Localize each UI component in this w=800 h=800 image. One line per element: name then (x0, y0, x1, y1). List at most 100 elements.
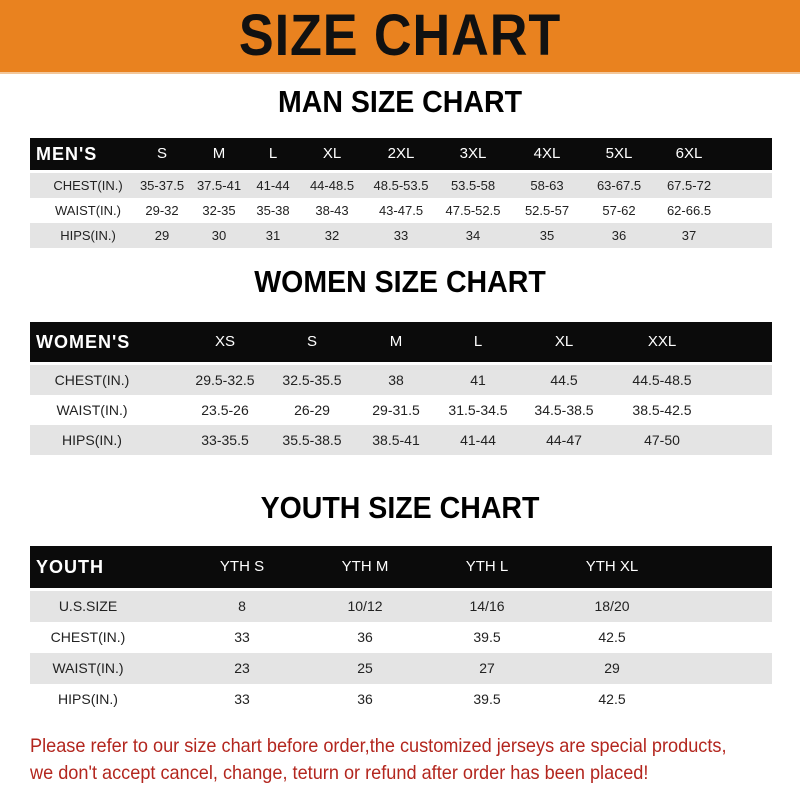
cell-value: 34 (465, 228, 481, 243)
row-label: CHEST(IN.) (54, 372, 130, 388)
table-row: WAIST(IN.) 29-32 32-35 35-38 38-43 43-47.5 47.… (30, 198, 772, 223)
cell-value: 42.5 (598, 629, 626, 645)
cell-value: 44-48.5 (309, 178, 355, 193)
cell-value: 34.5-38.5 (534, 402, 594, 418)
cell-value: 35-38 (256, 203, 290, 218)
cell-value: 8 (238, 598, 246, 614)
order-notice: Please refer to our size chart before or… (30, 733, 737, 787)
cell-value: 38.5-42.5 (632, 402, 692, 418)
cell-value: 37.5-41 (196, 178, 242, 193)
cell-value: 2XL (387, 145, 415, 162)
cell-value: L (268, 145, 278, 162)
notice-line-2: we don't accept cancel, change, teturn o… (30, 762, 649, 784)
cell-value: 47.5-52.5 (445, 203, 501, 218)
table-row: WAIST(IN.) 23.5-26 26-29 29-31.5 31.5-34.5 34… (30, 395, 772, 425)
row-label: MEN'S (36, 144, 98, 164)
cell-value: S (156, 145, 168, 162)
table-row: HIPS(IN.) 33-35.5 35.5-38.5 38.5-41 41-44 44-… (30, 425, 772, 455)
cell-value: 38.5-41 (372, 432, 420, 448)
cell-value: 44.5-48.5 (632, 372, 692, 388)
cell-value: 36 (357, 629, 373, 645)
cell-value: 38-43 (315, 203, 349, 218)
cell-value: 32.5-35.5 (282, 372, 342, 388)
table-row: CHEST(IN.) 33 36 39.5 42.5 (30, 622, 772, 653)
cell-value: 52.5-57 (524, 203, 570, 218)
table-row: HIPS(IN.) 29 30 31 32 33 34 35 36 37 (30, 223, 772, 248)
cell-value: 41 (470, 372, 486, 388)
row-label: HIPS(IN.) (60, 228, 116, 243)
cell-value: S (306, 333, 318, 350)
cell-value: 33 (234, 629, 250, 645)
row-label: WAIST(IN.) (56, 402, 128, 418)
cell-value: 35-37.5 (139, 178, 185, 193)
cell-value: 62-66.5 (666, 203, 712, 218)
cell-value: 10/12 (347, 598, 383, 614)
cell-value: 29.5-32.5 (195, 372, 255, 388)
cell-value: 67.5-72 (666, 178, 712, 193)
row-label: CHEST(IN.) (53, 178, 123, 193)
cell-value: 38 (388, 372, 404, 388)
section-title: MAN SIZE CHART (277, 84, 523, 119)
cell-value: XS (214, 333, 236, 350)
cell-value: 53.5-58 (450, 178, 496, 193)
cell-value: 27 (479, 660, 495, 676)
cell-value: 58-63 (530, 178, 564, 193)
cell-value: 33 (393, 228, 409, 243)
row-label: HIPS(IN.) (58, 691, 118, 707)
cell-value: XL (322, 145, 342, 162)
row-label: YOUTH (36, 557, 104, 577)
row-label: WAIST(IN.) (52, 660, 124, 676)
section-title: YOUTH SIZE CHART (260, 490, 540, 525)
section-title: WOMEN SIZE CHART (254, 264, 546, 299)
notice-line-1: Please refer to our size chart before or… (30, 735, 727, 757)
cell-value: 30 (211, 228, 227, 243)
cell-value: XL (554, 333, 574, 350)
row-label: CHEST(IN.) (50, 629, 126, 645)
header-row: WOMEN'S XS S M L XL XXL (30, 322, 772, 362)
cell-value: 44.5 (550, 372, 578, 388)
cell-value: YTH L (465, 558, 509, 575)
table-row: CHEST(IN.) 29.5-32.5 32.5-35.5 38 41 44.5 44.5… (30, 365, 772, 395)
header-row: YOUTH YTH S YTH M YTH L YTH XL (30, 546, 772, 588)
row-label: WOMEN'S (36, 332, 131, 352)
cell-value: 23.5-26 (201, 402, 249, 418)
cell-value: 4XL (533, 145, 561, 162)
cell-value: 33-35.5 (201, 432, 249, 448)
cell-value: 43-47.5 (378, 203, 424, 218)
cell-value: L (473, 333, 483, 350)
cell-value: 41-44 (460, 432, 496, 448)
cell-value: YTH XL (585, 558, 639, 575)
cell-value: 35.5-38.5 (282, 432, 342, 448)
cell-value: 29-31.5 (372, 402, 420, 418)
cell-value: 33 (234, 691, 250, 707)
cell-value: M (212, 145, 226, 162)
cell-value: 14/16 (469, 598, 505, 614)
row-label: HIPS(IN.) (62, 432, 122, 448)
table-row: HIPS(IN.) 33 36 39.5 42.5 (30, 684, 772, 715)
cell-value: 5XL (605, 145, 633, 162)
cell-value: 47-50 (644, 432, 680, 448)
cell-value: 36 (357, 691, 373, 707)
table-row: WAIST(IN.) 23 25 27 29 (30, 653, 772, 684)
cell-value: M (389, 333, 403, 350)
cell-value: 31.5-34.5 (448, 402, 508, 418)
cell-value: 29 (604, 660, 620, 676)
cell-value: 36 (611, 228, 627, 243)
cell-value: 39.5 (473, 691, 501, 707)
page-title: SIZE CHART (238, 3, 562, 68)
cell-value: 31 (265, 228, 281, 243)
cell-value: 39.5 (473, 629, 501, 645)
table-row: U.S.SIZE 8 10/12 14/16 18/20 (30, 591, 772, 622)
cell-value: 29-32 (145, 203, 179, 218)
cell-value: 63-67.5 (596, 178, 642, 193)
cell-value: YTH S (219, 558, 265, 575)
cell-value: 6XL (675, 145, 703, 162)
cell-value: 23 (234, 660, 250, 676)
cell-value: 57-62 (602, 203, 636, 218)
cell-value: 32 (324, 228, 340, 243)
cell-value: 29 (154, 228, 170, 243)
cell-value: 35 (539, 228, 555, 243)
cell-value: 26-29 (294, 402, 330, 418)
row-label: WAIST(IN.) (55, 203, 121, 218)
table-row: CHEST(IN.) 35-37.5 37.5-41 41-44 44-48.5 48.5… (30, 173, 772, 198)
